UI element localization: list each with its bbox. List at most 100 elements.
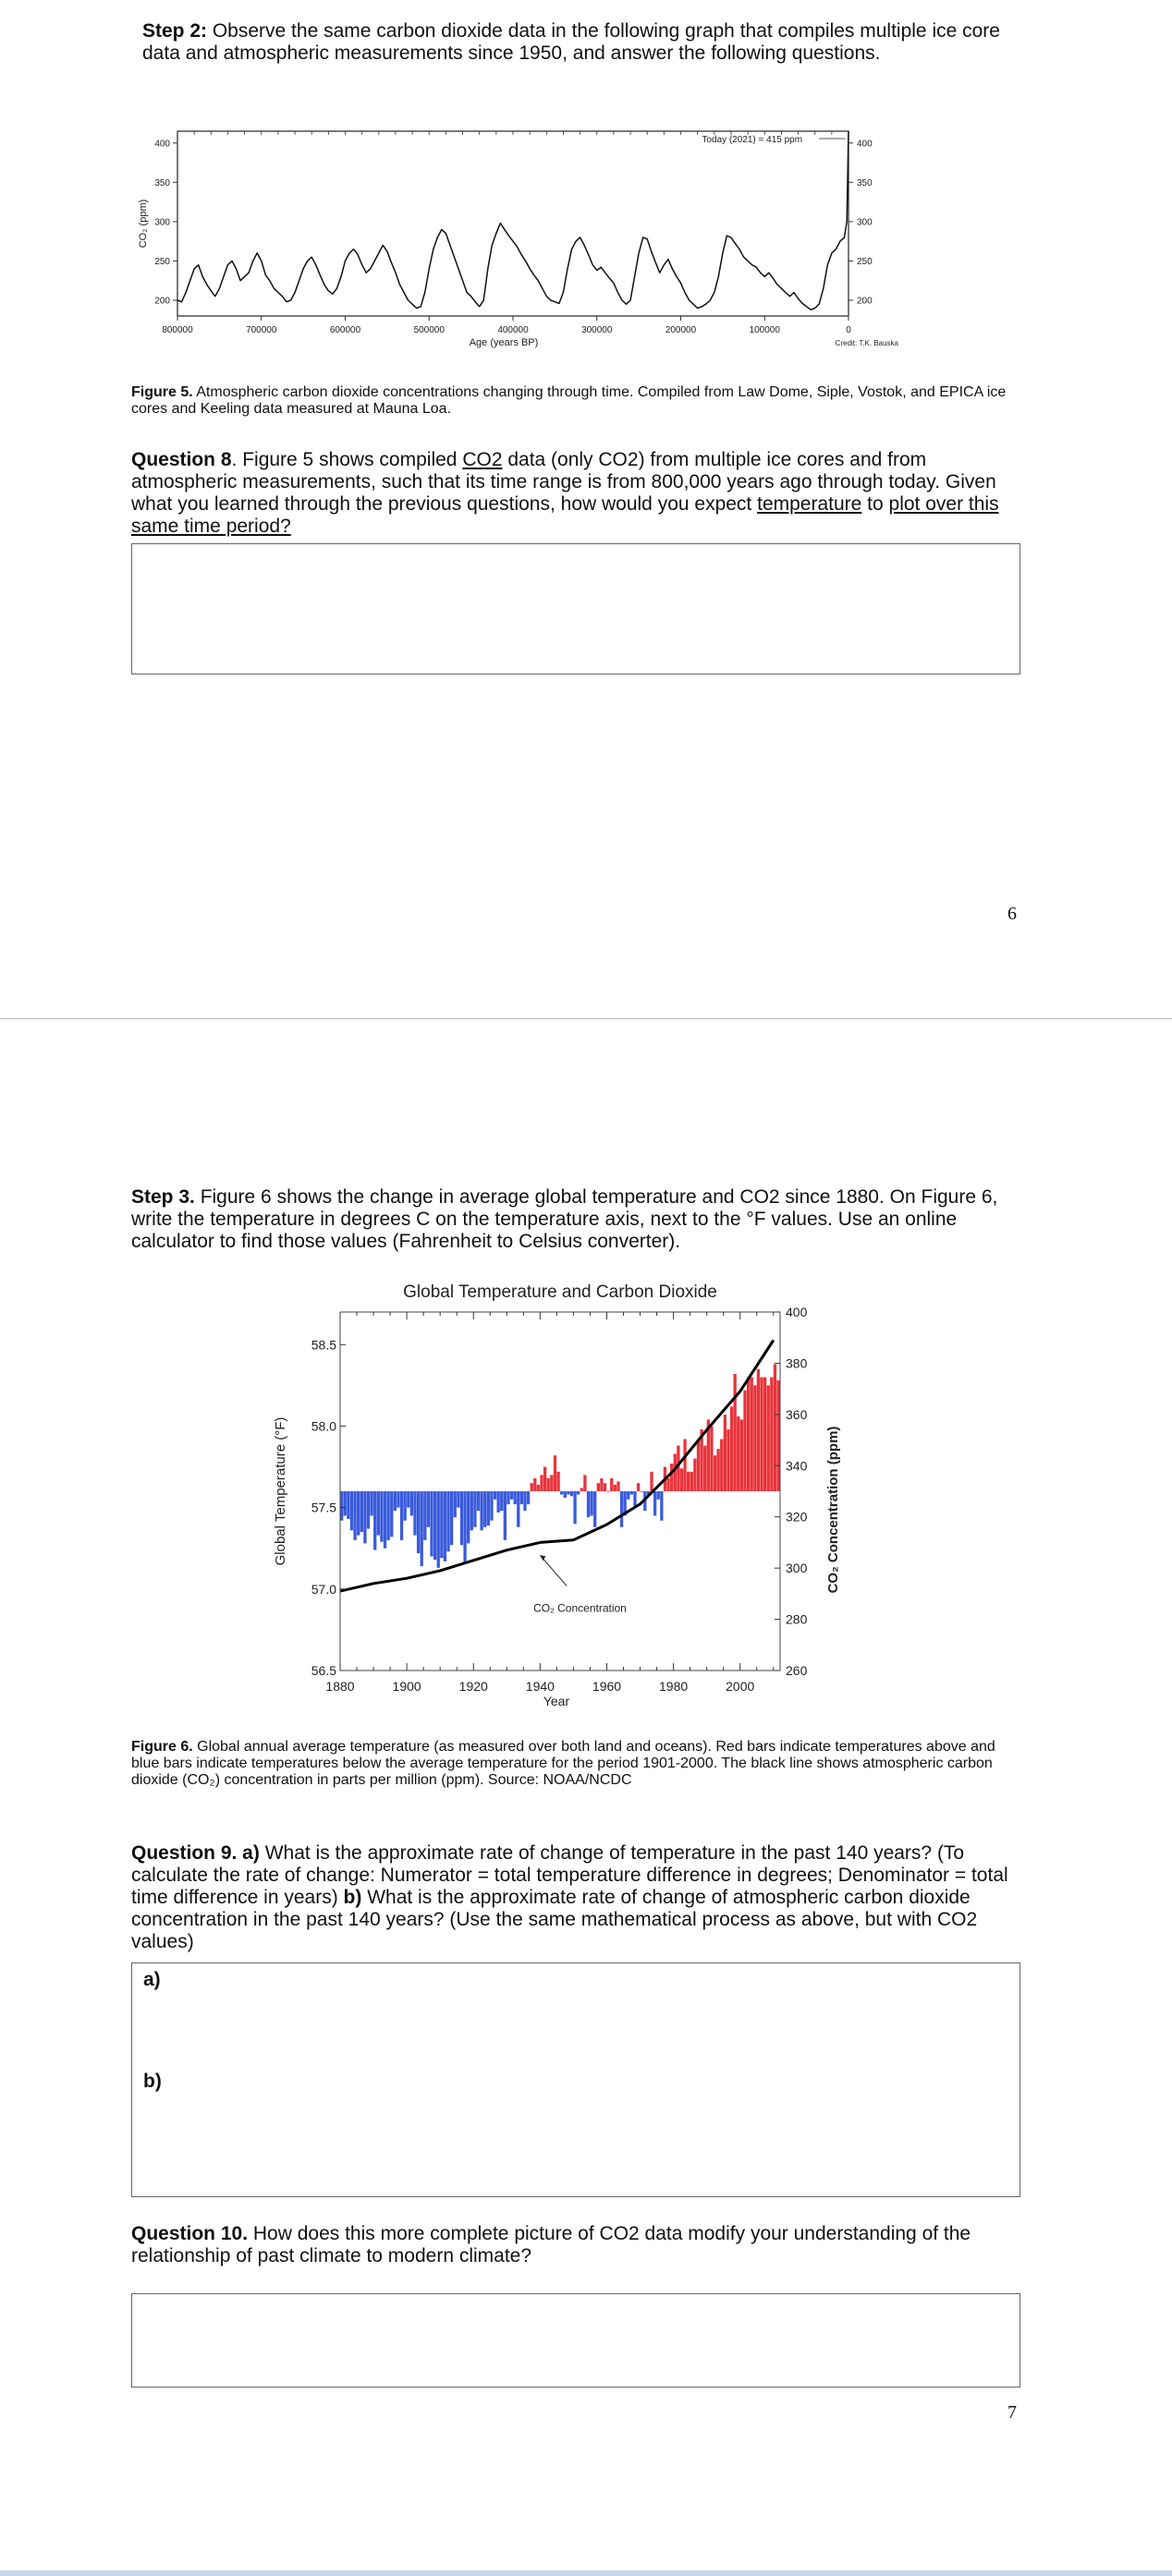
question8-text-a: . Figure 5 shows compiled	[231, 449, 463, 470]
figure6-temperature-bar	[513, 1491, 517, 1505]
figure6-temperature-bar	[433, 1491, 437, 1561]
page-bottom-edge	[0, 2570, 1172, 2576]
figure6-temperature-bar	[556, 1471, 560, 1491]
figure6-temperature-bar	[407, 1491, 410, 1508]
figure6-temperature-bar	[349, 1491, 354, 1531]
figure6-temperature-bar	[550, 1475, 554, 1491]
figure6-temperature-bar	[486, 1491, 490, 1526]
figure6-temperature-bar	[536, 1484, 541, 1491]
figure5-plot-frame	[177, 130, 849, 317]
figure5-chart-svg: 800000 700000 600000 500000 400000 300000 2000…	[138, 130, 899, 348]
figure6-temperature-bar	[586, 1491, 591, 1518]
figure6-temperature-bar	[496, 1491, 500, 1513]
figure6-temperature-bar	[453, 1491, 457, 1518]
figure6-temperature-bar	[646, 1491, 651, 1495]
figure6-x-tick-label: 1900	[393, 1679, 421, 1694]
figure6-temperature-bar	[490, 1491, 494, 1521]
figure6-temperature-bar	[776, 1380, 780, 1491]
figure6-temperature-bar	[560, 1491, 564, 1495]
question8-underline-temperature: temperature	[757, 493, 862, 515]
figure6-y2-axis-label: CO₂ Concentration (ppm)	[825, 1427, 841, 1594]
figure5-x-tick-label: 400000	[497, 325, 529, 335]
figure6-temperature-bar	[710, 1426, 714, 1491]
figure6-temperature-bar	[393, 1491, 397, 1512]
figure5-caption: Figure 5. Atmospheric carbon dioxide con…	[131, 384, 1019, 418]
figure6-temperature-bar	[436, 1491, 440, 1568]
figure6-temperature-bar	[696, 1439, 701, 1491]
figure6-temperature-bar	[467, 1491, 470, 1544]
figure6-temperature-bar	[600, 1477, 604, 1491]
figure6-temperature-bar	[390, 1491, 394, 1537]
figure6-temperature-bar	[476, 1491, 481, 1512]
figure6-temperature-bar	[746, 1377, 751, 1491]
figure6-temperature-bar	[653, 1491, 657, 1516]
figure6-temperature-bar	[457, 1491, 460, 1508]
figure6-temperature-bar	[563, 1491, 567, 1499]
figure6-temperature-bar	[480, 1491, 483, 1531]
figure6-temperature-bar	[577, 1491, 580, 1495]
figure6-chart: Global Temperature and Carbon Dioxide CO₂…	[251, 1275, 843, 1719]
figure6-caption: Figure 6. Global annual average temperat…	[131, 1739, 1019, 1789]
figure5-annotation: Today (2021) = 415 ppm	[702, 135, 802, 145]
figure5-x-tick-label: 100000	[750, 325, 781, 335]
figure6-co2-line	[339, 1339, 775, 1593]
figure5-y-tick-label-right: 200	[857, 296, 873, 306]
figure5-y-tick-label-left: 350	[154, 178, 170, 188]
figure6-temperature-bar	[610, 1477, 614, 1491]
figure5-x-tick-label: 0	[846, 325, 851, 335]
figure6-temperature-bar	[693, 1458, 697, 1491]
question8-text-c: to	[861, 493, 889, 515]
figure6-temperature-bar	[716, 1449, 720, 1491]
figure6-y2-tick-label: 320	[786, 1510, 808, 1525]
figure6-temperature-bar	[650, 1471, 653, 1491]
figure6-x-tick-label: 2000	[726, 1679, 754, 1694]
question9-answer-box[interactable]: a) b)	[131, 1962, 1020, 2197]
figure6-temperature-bar	[483, 1491, 487, 1527]
figure6-x-tick-label: 1940	[526, 1679, 555, 1694]
step3-text: Figure 6 shows the change in average glo…	[131, 1186, 998, 1252]
question9-answer-a-label: a)	[143, 1969, 161, 1990]
figure6-y-tick-label: 56.5	[311, 1663, 336, 1678]
figure6-y2-tick-label: 340	[786, 1458, 808, 1473]
question9-label: Question 9. a)	[131, 1842, 260, 1864]
figure5-y-tick-label-right: 250	[857, 257, 873, 267]
figure6-temperature-bar	[713, 1455, 717, 1491]
step3-label: Step 3.	[131, 1186, 195, 1208]
figure6-temperature-bar	[440, 1491, 444, 1559]
figure6-temperature-bar	[723, 1415, 727, 1491]
figure6-temperature-bar	[760, 1377, 763, 1491]
figure5-x-tick-label: 300000	[581, 325, 613, 335]
figure6-annotation-arrowhead	[540, 1555, 546, 1561]
figure6-temperature-bar	[636, 1483, 641, 1491]
figure6-temperature-bar	[353, 1491, 357, 1540]
figure6-temperature-bar	[613, 1484, 617, 1491]
figure6-temperature-bar	[593, 1491, 597, 1527]
figure6-temperature-bar	[590, 1491, 593, 1516]
figure6-temperature-bar	[370, 1491, 373, 1516]
figure6-temperature-bar	[376, 1491, 380, 1536]
figure5-x-tick-label: 500000	[414, 325, 446, 335]
figure6-y2-tick-label: 280	[786, 1612, 808, 1627]
figure6-temperature-bar	[509, 1491, 514, 1500]
question10-answer-box[interactable]	[131, 2293, 1020, 2388]
question8-answer-box[interactable]	[131, 543, 1020, 674]
figure5-y-axis-label: CO₂ (ppm)	[139, 200, 149, 249]
figure6-temperature-bar	[523, 1491, 527, 1512]
figure6-temperature-bar	[347, 1491, 350, 1519]
figure6-temperature-bar	[573, 1491, 577, 1525]
figure6-temperature-bar	[473, 1491, 477, 1527]
figure6-x-axis-label: Year	[543, 1694, 570, 1708]
figure5-chart: 800000 700000 600000 500000 400000 300000 2000…	[138, 118, 1017, 377]
figure6-y-tick-label: 57.5	[311, 1501, 336, 1515]
figure6-temperature-bar	[623, 1491, 627, 1516]
figure6-temperature-bar	[567, 1491, 570, 1495]
figure6-temperature-bar	[617, 1481, 620, 1491]
question8-text-b: data (only CO2) from multiple ice cores …	[131, 449, 996, 515]
figure5-y-tick-label-right: 400	[857, 139, 873, 149]
figure6-y2-tick-label: 300	[786, 1561, 808, 1575]
figure6-temperature-bar	[459, 1491, 464, 1546]
figure6-temperature-bar	[500, 1491, 504, 1512]
figure6-temperature-bar	[690, 1471, 693, 1491]
figure6-temperature-bar	[450, 1491, 454, 1546]
figure6-temperature-bar	[533, 1477, 537, 1491]
